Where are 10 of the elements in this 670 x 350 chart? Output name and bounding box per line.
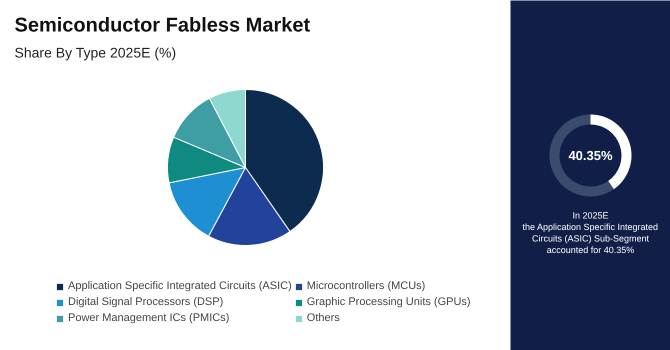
text: In 2025E the Application Specific Integrated Circuits (ASIC) Sub-Segment accounted for 40.35% [522, 210, 658, 255]
legend-label: Application Specific Integrated Circuits (ASIC) [68, 279, 292, 293]
chart-title: Semiconductor Fabless Market [14, 14, 310, 36]
chart-subtitle: Share By Type 2025E (%) [14, 44, 176, 60]
legend-label: Digital Signal Processors (DSP) [68, 295, 224, 309]
legend-label: Others [306, 311, 340, 325]
text: 40.35% [568, 148, 613, 163]
legend-label: Microcontrollers (MCUs) [306, 279, 426, 293]
legend-label: Graphic Processing Units (GPUs) [306, 295, 471, 309]
legend-label: Power Management ICs (PMICs) [68, 311, 230, 325]
